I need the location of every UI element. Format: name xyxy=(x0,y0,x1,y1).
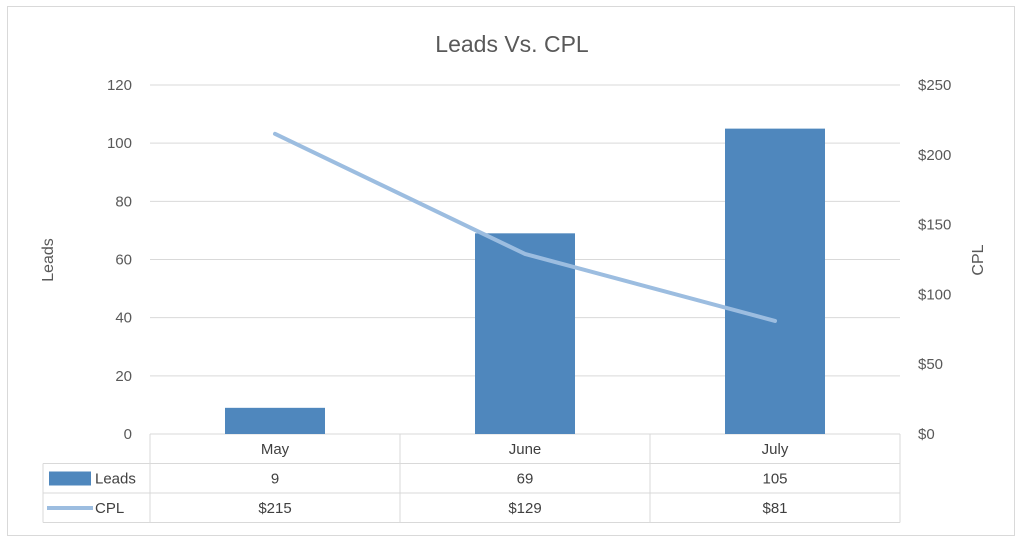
left-tick-label: 100 xyxy=(107,135,132,152)
legend-key-leads xyxy=(49,471,91,486)
left-tick-label: 60 xyxy=(115,252,132,269)
left-axis-ticks: 0 20 40 60 80 100 120 xyxy=(107,77,132,443)
y-axis-title: Leads xyxy=(40,238,57,282)
table-cell: 9 xyxy=(271,471,279,488)
table-cell: $81 xyxy=(762,500,787,517)
table-row-label: CPL xyxy=(95,500,124,517)
line-cpl xyxy=(273,131,777,323)
right-tick-label: $0 xyxy=(918,426,935,443)
right-tick-label: $250 xyxy=(918,77,951,94)
bar-leads xyxy=(725,128,825,434)
line-series xyxy=(273,131,777,323)
right-tick-label: $100 xyxy=(918,286,951,303)
category-label: July xyxy=(762,441,789,458)
data-table: May June July Leads 9 69 105 CPL $215 $129 $81 xyxy=(47,441,789,517)
category-label: June xyxy=(509,441,542,458)
table-cell: $129 xyxy=(508,500,541,517)
left-tick-label: 120 xyxy=(107,77,132,94)
right-axis-ticks: $0 $50 $100 $150 $200 $250 xyxy=(918,77,951,443)
bar-leads xyxy=(475,233,575,434)
chart-title: Leads Vs. CPL xyxy=(435,31,589,57)
bar-leads xyxy=(225,407,325,434)
y2-axis-title: CPL xyxy=(970,244,987,275)
table-row-label: Leads xyxy=(95,471,136,488)
table-cell: $215 xyxy=(258,500,291,517)
table-cell: 105 xyxy=(762,471,787,488)
bar-series xyxy=(225,128,825,434)
right-tick-label: $150 xyxy=(918,217,951,234)
left-tick-label: 20 xyxy=(115,368,132,385)
table-cell: 69 xyxy=(517,471,534,488)
right-tick-label: $50 xyxy=(918,356,943,373)
right-tick-label: $200 xyxy=(918,147,951,164)
category-label: May xyxy=(261,441,290,458)
left-tick-label: 0 xyxy=(124,426,132,443)
left-tick-label: 80 xyxy=(115,193,132,210)
left-tick-label: 40 xyxy=(115,310,132,327)
